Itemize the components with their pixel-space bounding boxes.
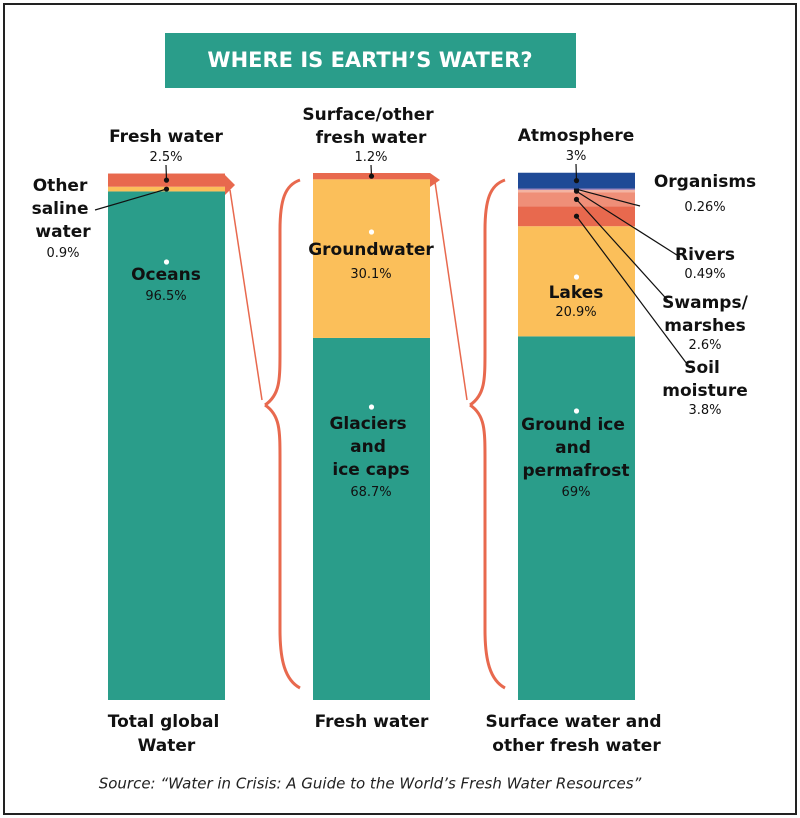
label-dot xyxy=(163,259,170,265)
segment-label: Atmosphere xyxy=(518,126,635,146)
value-label: 3% xyxy=(566,149,587,164)
bar-segment xyxy=(518,226,635,337)
segment-label: Surface/other fresh water xyxy=(302,105,439,148)
bar-label: Fresh water xyxy=(315,712,429,732)
segment-label: Glaciers and ice caps xyxy=(329,414,412,480)
leader-line xyxy=(576,215,691,369)
leader-line xyxy=(94,188,167,211)
braces xyxy=(229,178,506,690)
value-label: 0.26% xyxy=(684,200,725,215)
label-dot xyxy=(368,173,375,179)
source: Source: “Water in Crisis: A Guide to the… xyxy=(99,775,642,793)
segment-label: Rivers xyxy=(675,245,735,265)
segment-label: Oceans xyxy=(131,265,201,285)
value-label: 20.9% xyxy=(555,305,596,320)
segment-label: Lakes xyxy=(549,283,604,303)
label-dot xyxy=(573,196,580,202)
value-label: 0.9% xyxy=(46,246,79,261)
label-dot xyxy=(573,408,580,414)
label-dot xyxy=(573,213,580,219)
segment-label: Ground ice and permafrost xyxy=(521,415,631,481)
value-label: 68.7% xyxy=(350,485,391,500)
pointer xyxy=(430,173,440,187)
value-label: 0.49% xyxy=(684,267,725,282)
bar-segment xyxy=(313,337,430,700)
bar-label: Surface water and other fresh water xyxy=(486,712,668,756)
leader-line xyxy=(575,163,578,181)
frame xyxy=(3,3,797,815)
value-label: 30.1% xyxy=(350,267,391,282)
leader-line xyxy=(576,188,641,207)
label-dot xyxy=(573,178,580,184)
value-label: 96.5% xyxy=(145,289,186,304)
label-dot xyxy=(163,186,170,192)
title-box xyxy=(165,33,576,88)
segment-label: Fresh water xyxy=(109,127,223,147)
segment-label: Groundwater xyxy=(308,240,434,260)
value-label: 2.6% xyxy=(688,338,721,353)
segment-label: Soil moisture xyxy=(662,358,747,401)
label-dot xyxy=(368,404,375,410)
segment-label: Organisms xyxy=(654,172,756,192)
label-dot xyxy=(573,274,580,280)
bar-segment xyxy=(518,336,635,700)
value-label: 3.8% xyxy=(688,403,721,418)
pointer xyxy=(225,175,235,195)
label-dot xyxy=(163,177,170,183)
bar-label: Total global Water xyxy=(108,712,225,756)
bar-segment xyxy=(313,179,430,338)
value-label: 69% xyxy=(562,485,591,500)
segment-label: Swamps/marshes xyxy=(662,293,748,336)
leader-line xyxy=(576,190,681,258)
chart-title: WHERE IS EARTH’S WATER? xyxy=(207,48,532,72)
segment-label: Other saline water xyxy=(32,176,95,242)
value-label: 1.2% xyxy=(354,150,387,165)
label-dot xyxy=(368,229,375,235)
bar-segment xyxy=(108,191,225,700)
leader-line xyxy=(576,198,673,306)
value-label: 2.5% xyxy=(149,150,182,165)
